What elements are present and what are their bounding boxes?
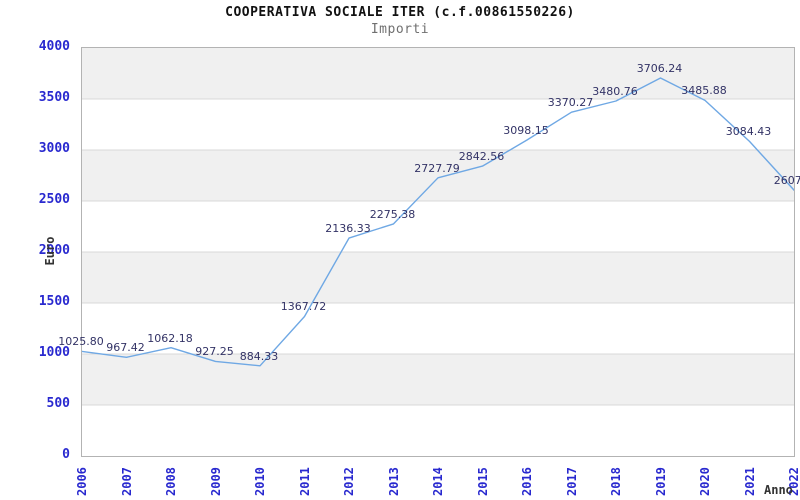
y-axis-title: Euro	[43, 236, 57, 266]
background-band	[82, 354, 794, 405]
plot-area	[81, 47, 795, 457]
y-tick-label: 0	[62, 447, 70, 462]
point-label: 2727.79	[414, 161, 460, 175]
data-line	[82, 77, 794, 367]
x-tick-label: 2021	[742, 467, 757, 496]
x-tick-label: 2011	[297, 467, 312, 496]
chart-title: COOPERATIVA SOCIALE ITER (c.f.0086155022…	[225, 5, 575, 20]
point-label: 967.42	[106, 341, 145, 355]
y-tick-label: 1000	[38, 345, 70, 360]
point-label: 2136.33	[325, 222, 371, 236]
background-band	[82, 48, 794, 99]
point-label: 1367.72	[280, 300, 327, 314]
x-tick-label: 2014	[431, 467, 445, 496]
point-label: 2607.3	[773, 174, 800, 188]
chart-canvas	[82, 48, 794, 406]
x-tick-label: 2018	[609, 467, 623, 496]
y-tick-label: 3000	[38, 141, 70, 156]
point-label: 3084.43	[725, 125, 772, 139]
x-tick-label: 2006	[75, 467, 89, 496]
y-tick-label: 500	[46, 396, 70, 411]
point-label: 927.25	[195, 345, 234, 359]
y-tick-label: 2000	[38, 243, 70, 258]
y-tick-label: 1500	[38, 294, 70, 309]
point-label: 884.33	[239, 349, 279, 363]
point-label: 3485.88	[681, 84, 727, 98]
background-band	[82, 252, 794, 303]
x-axis-title: Anno	[764, 483, 793, 497]
x-tick-label: 2016	[520, 467, 534, 496]
x-tick-label: 2017	[564, 467, 579, 496]
x-tick-label: 2013	[386, 467, 401, 496]
x-tick-label: 2020	[698, 467, 712, 496]
point-label: 2842.56	[458, 150, 505, 164]
x-tick-label: 2012	[342, 467, 356, 496]
y-tick-label: 2500	[38, 192, 70, 207]
x-tick-label: 2007	[119, 467, 134, 496]
x-tick-label: 2015	[475, 467, 490, 496]
x-tick-label: 2009	[208, 467, 223, 496]
point-label: 3706.24	[636, 61, 683, 75]
x-tick-label: 2019	[653, 467, 668, 496]
point-label: 1062.18	[147, 331, 193, 345]
background-band	[82, 150, 794, 201]
point-label: 1025.80	[58, 335, 104, 349]
y-tick-label: 4000	[38, 39, 70, 54]
x-tick-label: 2008	[164, 467, 178, 496]
point-label: 3370.27	[547, 96, 594, 110]
point-label: 2275.38	[369, 207, 416, 221]
point-label: 3098.15	[503, 123, 549, 137]
y-tick-label: 3500	[38, 90, 70, 105]
point-label: 3480.76	[592, 84, 638, 98]
chart-subtitle: Importi	[370, 22, 430, 37]
x-tick-label: 2010	[253, 467, 267, 496]
